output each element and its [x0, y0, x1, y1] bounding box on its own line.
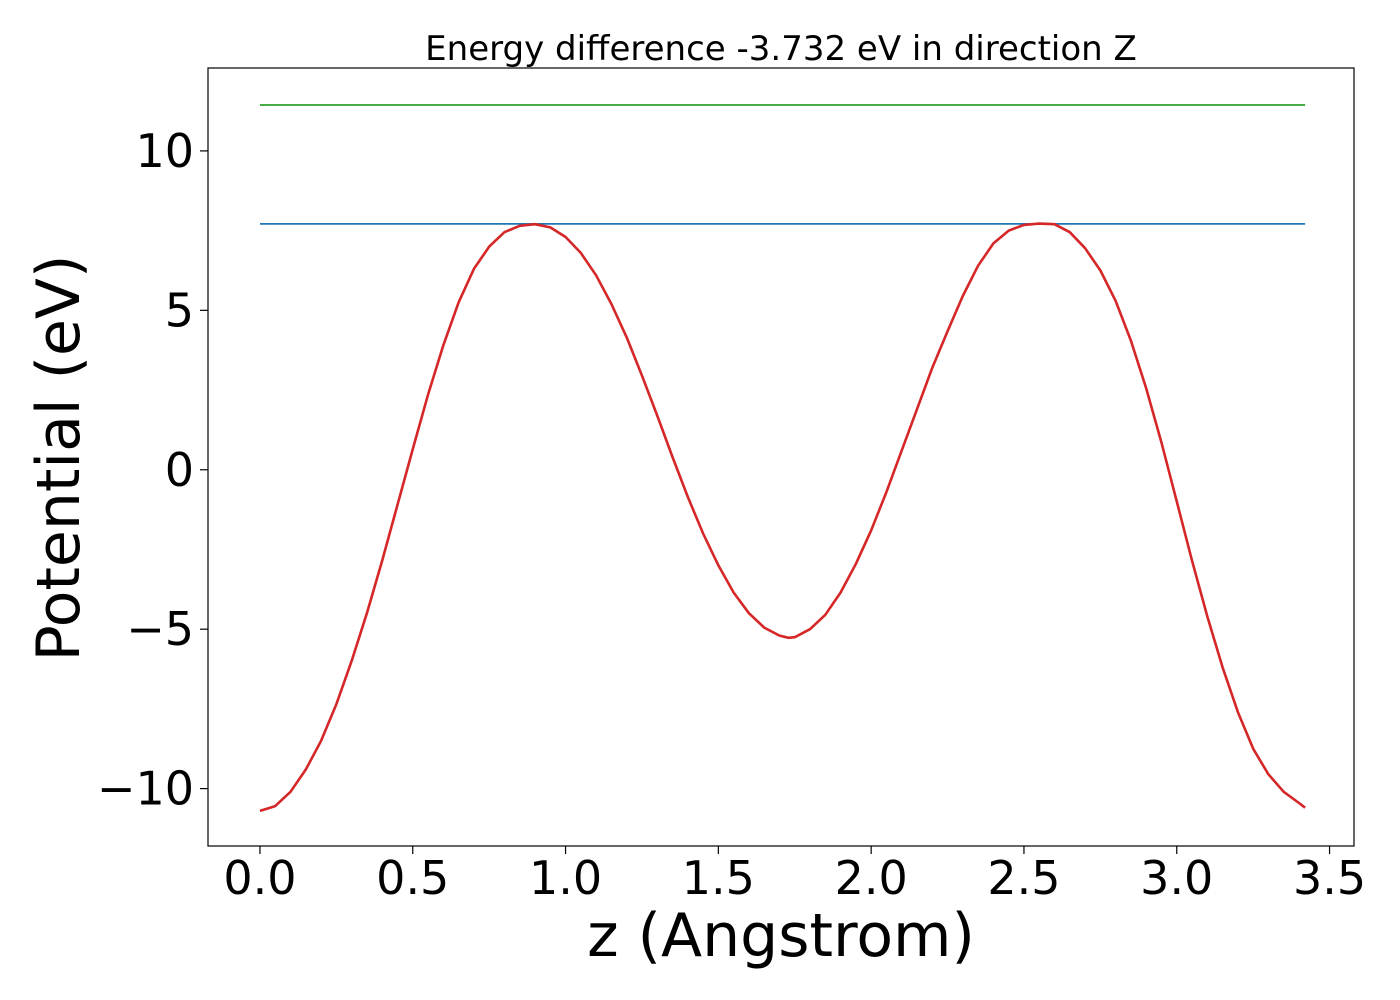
y-tick-label: −5	[126, 602, 194, 656]
x-tick-label: 0.0	[223, 851, 296, 905]
y-axis-ticks: 10 5 0 −5 −10	[97, 124, 208, 816]
x-tick-label: 2.0	[835, 851, 908, 905]
x-tick-label: 1.0	[529, 851, 602, 905]
plot-frame	[207, 67, 1355, 847]
series-layer	[259, 104, 1306, 813]
x-tick-label: 1.5	[682, 851, 755, 905]
x-tick-label: 3.5	[1293, 851, 1366, 905]
x-tick-label: 0.5	[376, 851, 449, 905]
x-tick-label: 2.5	[987, 851, 1060, 905]
x-axis-ticks: 0.0 0.5 1.0 1.5 2.0 2.5 3.0 3.5	[223, 846, 1366, 905]
y-tick-label: 10	[135, 124, 194, 178]
plot-area	[207, 67, 1355, 847]
x-axis-label: z (Angstrom)	[587, 901, 975, 971]
x-tick-label: 3.0	[1140, 851, 1213, 905]
y-tick-label: 5	[165, 283, 194, 337]
chart-title: Energy difference -3.732 eV in direction…	[425, 29, 1137, 69]
potential-curve	[259, 222, 1306, 813]
y-axis-label: Potential (eV)	[24, 255, 94, 662]
y-tick-label: 0	[165, 443, 194, 497]
y-tick-label: −10	[97, 762, 194, 816]
